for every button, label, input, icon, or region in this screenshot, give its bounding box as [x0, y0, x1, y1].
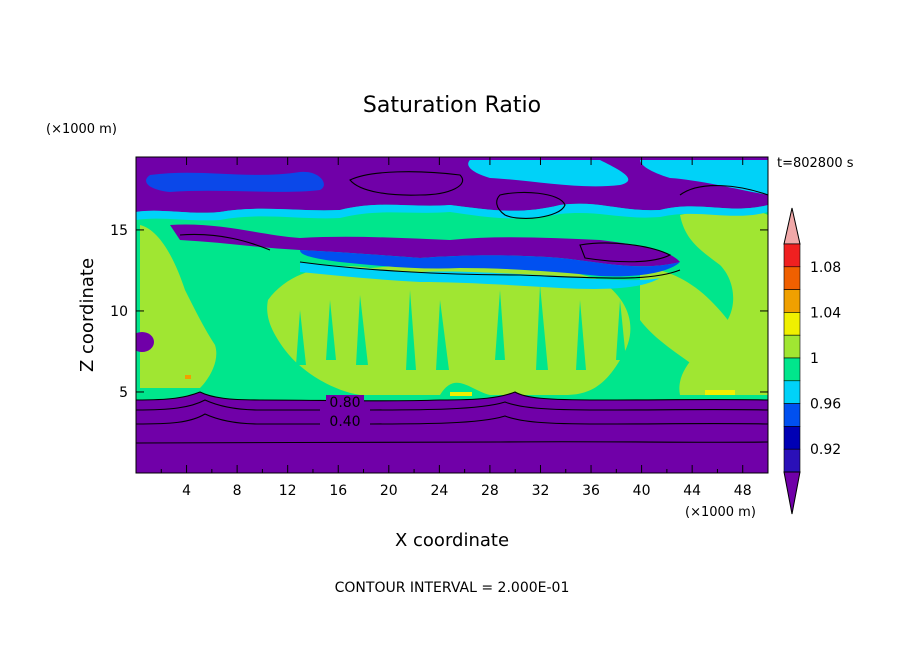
field-upper-cyan-band [136, 203, 768, 221]
colorbar-arrow-bottom [783, 471, 801, 515]
contour-lines [136, 171, 768, 444]
time-label: t=802800 s [777, 156, 854, 171]
field-upper-cyan-patch2 [640, 160, 768, 195]
field-region-green-left [140, 225, 217, 388]
field-left-blob [136, 332, 154, 352]
x-tick-label: 20 [380, 483, 398, 499]
x-axis-label: X coordinate [395, 530, 509, 551]
colorbar-swatch [783, 448, 801, 473]
x-unit-label: (×1000 m) [685, 505, 756, 520]
x-tick-label: 16 [329, 483, 347, 499]
field-orange-spot [185, 375, 191, 379]
colorbar-swatch [783, 289, 801, 313]
colorbar-swatch [783, 357, 801, 382]
x-tick-label: 48 [734, 483, 752, 499]
colorbar-swatch [783, 312, 801, 336]
contour-label-0.80: 0.80 [329, 395, 360, 411]
x-tick-label: 24 [430, 483, 448, 499]
y-axis-label: Z coordinate [77, 258, 98, 372]
x-tick-label: 8 [233, 483, 242, 499]
x-tick-label: 28 [481, 483, 499, 499]
colorbar-swatch [783, 243, 801, 268]
field-upper-cyan-patch [468, 160, 629, 187]
y-tick-label: 5 [119, 385, 128, 401]
colorbar-swatch [783, 403, 801, 427]
colorbar-arrow-top [783, 207, 801, 245]
x-tick-label: 12 [279, 483, 297, 499]
colorbar-tick-label: 1.08 [810, 260, 841, 276]
chart-title: Saturation Ratio [363, 93, 541, 118]
field-region-green-right2 [640, 269, 741, 370]
colorbar-swatch [783, 380, 801, 404]
field-mid-blue-band [300, 250, 680, 277]
colorbar-tick-label: 0.96 [810, 397, 841, 413]
field-upper-blue-band [146, 171, 324, 192]
colorbar-swatch [783, 334, 801, 359]
x-tick-label: 40 [633, 483, 651, 499]
colorbar-tick-label: 0.92 [810, 442, 841, 458]
x-tick-label: 32 [532, 483, 550, 499]
colorbar: 0.92 0.96 1 1.04 1.08 [783, 207, 841, 515]
y-tick-label: 10 [110, 304, 128, 320]
field-mid-purple-band [170, 224, 680, 267]
field-lower-purple [136, 392, 768, 473]
contour-interval-footer: CONTOUR INTERVAL = 2.000E-01 [335, 580, 570, 596]
colorbar-swatch [783, 266, 801, 290]
colorbar-tick-label: 1.04 [810, 305, 841, 321]
field-yellow-spot-1 [705, 390, 735, 395]
field-mid-cyan-band [300, 262, 660, 289]
contour-field: 0.80 0.40 [136, 157, 768, 473]
contour-label-0.40: 0.40 [329, 414, 360, 430]
x-tick-label: 36 [582, 483, 600, 499]
colorbar-tick-label: 1 [810, 351, 819, 367]
x-tick-label: 44 [683, 483, 701, 499]
y-unit-label: (×1000 m) [46, 122, 117, 137]
field-yellow-spot-2 [450, 392, 472, 396]
field-streaks [226, 285, 626, 370]
plot-frame [135, 156, 769, 474]
x-tick-label: 4 [182, 483, 191, 499]
colorbar-swatch [783, 426, 801, 450]
y-tick-label: 15 [110, 223, 128, 239]
